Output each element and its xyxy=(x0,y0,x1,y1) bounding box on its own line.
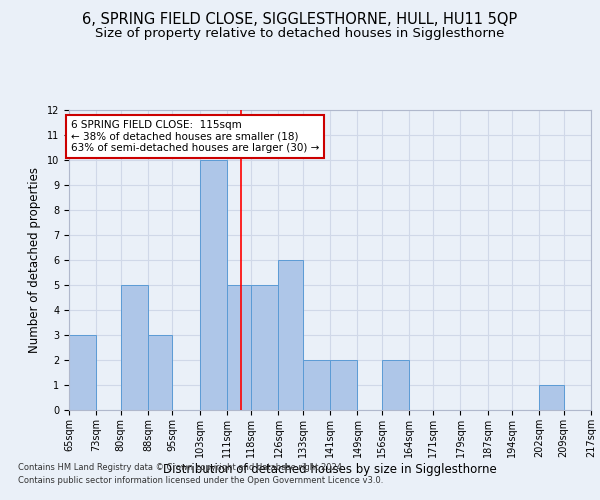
Text: 6 SPRING FIELD CLOSE:  115sqm
← 38% of detached houses are smaller (18)
63% of s: 6 SPRING FIELD CLOSE: 115sqm ← 38% of de… xyxy=(71,120,319,153)
Y-axis label: Number of detached properties: Number of detached properties xyxy=(28,167,41,353)
Bar xyxy=(382,360,409,410)
Bar xyxy=(227,285,251,410)
Text: Contains public sector information licensed under the Open Government Licence v3: Contains public sector information licen… xyxy=(18,476,383,485)
Text: Contains HM Land Registry data © Crown copyright and database right 2024.: Contains HM Land Registry data © Crown c… xyxy=(18,464,344,472)
Bar xyxy=(302,360,330,410)
Bar xyxy=(539,385,563,410)
Text: Size of property relative to detached houses in Sigglesthorne: Size of property relative to detached ho… xyxy=(95,28,505,40)
Bar xyxy=(330,360,358,410)
Text: 6, SPRING FIELD CLOSE, SIGGLESTHORNE, HULL, HU11 5QP: 6, SPRING FIELD CLOSE, SIGGLESTHORNE, HU… xyxy=(82,12,518,28)
Bar xyxy=(69,335,97,410)
Bar xyxy=(278,260,302,410)
Bar xyxy=(121,285,148,410)
Bar xyxy=(199,160,227,410)
Bar xyxy=(148,335,172,410)
Bar xyxy=(251,285,278,410)
X-axis label: Distribution of detached houses by size in Sigglesthorne: Distribution of detached houses by size … xyxy=(163,462,497,475)
